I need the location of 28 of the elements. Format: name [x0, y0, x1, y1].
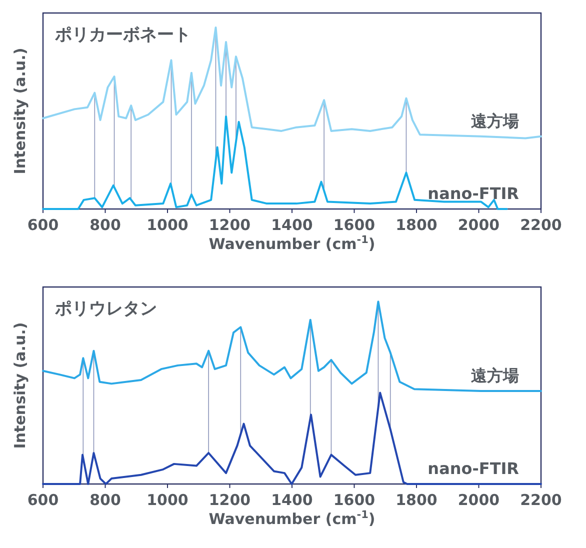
series-label: nano-FTIR: [428, 184, 519, 203]
x-axis-title: Wavenumber (cm$^{-1}$): [208, 234, 376, 253]
x-tick-label: 1800: [396, 491, 438, 509]
x-tick-label: 1400: [271, 491, 313, 509]
x-tick-label: 800: [90, 491, 121, 509]
x-tick-label: 1600: [333, 491, 376, 509]
chart-title: ポリウレタン: [54, 299, 157, 319]
x-tick-label: 800: [90, 216, 121, 234]
y-axis-title: Intensity (a.u.): [11, 48, 29, 174]
x-tick-label: 2200: [520, 216, 562, 234]
chart-title: ポリカーボネート: [54, 25, 191, 45]
x-tick-label: 2200: [520, 491, 562, 509]
x-tick-label: 1000: [146, 491, 188, 509]
series-label: 遠方場: [470, 111, 519, 130]
x-tick-label: 600: [27, 216, 59, 234]
y-axis-title: Intensity (a.u.): [11, 322, 29, 449]
x-tick-label: 1200: [208, 216, 251, 234]
x-axis-title: Wavenumber (cm$^{-1}$): [208, 509, 376, 528]
x-tick-label: 600: [27, 491, 59, 509]
x-tick-label: 2000: [458, 491, 500, 509]
x-tick-label: 1600: [333, 216, 376, 234]
x-tick-label: 1000: [146, 216, 188, 234]
series-label: 遠方場: [470, 366, 519, 385]
series-label: nano-FTIR: [428, 459, 519, 478]
x-tick-label: 1200: [208, 491, 251, 509]
x-tick-label: 1400: [271, 216, 313, 234]
x-tick-label: 2000: [458, 216, 500, 234]
x-tick-label: 1800: [396, 216, 438, 234]
